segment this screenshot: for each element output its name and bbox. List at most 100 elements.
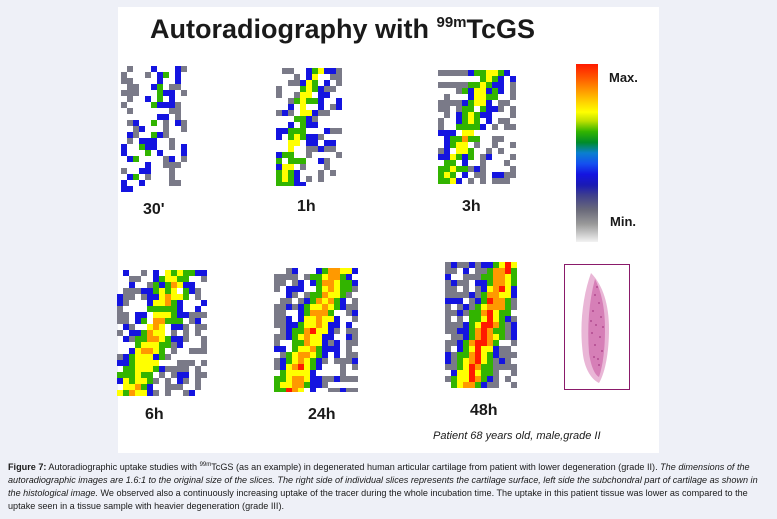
pixel-cell <box>195 378 201 384</box>
pixel-cell <box>195 306 201 312</box>
pixel-cell <box>493 334 499 340</box>
pixel-cell <box>288 146 294 152</box>
time-label-6h: 6h <box>145 406 164 423</box>
pixel-cell <box>298 376 304 382</box>
pixel-cell <box>463 358 469 364</box>
pixel-cell <box>318 92 324 98</box>
pixel-cell <box>175 162 181 168</box>
pixel-cell <box>288 68 294 74</box>
pixel-cell <box>469 358 475 364</box>
pixel-cell <box>463 376 469 382</box>
pixel-cell <box>462 70 468 76</box>
pixel-cell <box>280 304 286 310</box>
pixel-cell <box>183 390 189 396</box>
pixel-cell <box>330 74 336 80</box>
pixel-cell <box>304 376 310 382</box>
pixel-cell <box>159 318 165 324</box>
pixel-cell <box>322 298 328 304</box>
pixel-cell <box>177 306 183 312</box>
pixel-cell <box>165 300 171 306</box>
pixel-cell <box>450 82 456 88</box>
pixel-cell <box>123 384 129 390</box>
pixel-cell <box>298 298 304 304</box>
pixel-cell <box>123 270 129 276</box>
pixel-cell <box>499 364 505 370</box>
pixel-cell <box>487 340 493 346</box>
pixel-cell <box>300 116 306 122</box>
pixel-cell <box>469 364 475 370</box>
pixel-cell <box>328 340 334 346</box>
pixel-cell <box>486 88 492 94</box>
pixel-cell <box>139 180 145 186</box>
pixel-cell <box>511 370 517 376</box>
pixel-cell <box>510 112 516 118</box>
pixel-cell <box>147 288 153 294</box>
pixel-cell <box>486 112 492 118</box>
pixel-cell <box>141 330 147 336</box>
pixel-cell <box>505 292 511 298</box>
pixel-cell <box>304 274 310 280</box>
pixel-cell <box>330 86 336 92</box>
pixel-cell <box>306 74 312 80</box>
pixel-cell <box>511 316 517 322</box>
slice-3h <box>438 70 518 186</box>
pixel-cell <box>127 84 133 90</box>
pixel-cell <box>457 328 463 334</box>
pixel-cell <box>165 318 171 324</box>
pixel-cell <box>159 348 165 354</box>
pixel-cell <box>457 262 463 268</box>
pixel-cell <box>195 372 201 378</box>
pixel-cell <box>510 172 516 178</box>
pixel-cell <box>498 178 504 184</box>
pixel-cell <box>469 304 475 310</box>
pixel-cell <box>456 136 462 142</box>
pixel-cell <box>474 136 480 142</box>
pixel-cell <box>487 364 493 370</box>
pixel-cell <box>474 88 480 94</box>
pixel-cell <box>141 372 147 378</box>
pixel-cell <box>129 336 135 342</box>
pixel-cell <box>480 76 486 82</box>
pixel-cell <box>456 82 462 88</box>
pixel-cell <box>151 84 157 90</box>
pixel-cell <box>469 328 475 334</box>
pixel-cell <box>171 348 177 354</box>
pixel-cell <box>171 330 177 336</box>
pixel-cell <box>147 324 153 330</box>
pixel-cell <box>153 366 159 372</box>
pixel-cell <box>316 334 322 340</box>
pixel-cell <box>175 72 181 78</box>
pixel-cell <box>493 382 499 388</box>
pixel-cell <box>159 342 165 348</box>
pixel-cell <box>493 340 499 346</box>
pixel-cell <box>147 366 153 372</box>
pixel-cell <box>304 358 310 364</box>
pixel-cell <box>159 306 165 312</box>
slice-6h <box>117 270 209 396</box>
pixel-cell <box>129 282 135 288</box>
pixel-cell <box>183 288 189 294</box>
pixel-cell <box>318 134 324 140</box>
pixel-cell <box>451 340 457 346</box>
pixel-cell <box>322 274 328 280</box>
pixel-cell <box>334 328 340 334</box>
pixel-cell <box>121 186 127 192</box>
pixel-cell <box>117 378 123 384</box>
pixel-cell <box>487 382 493 388</box>
pixel-cell <box>486 70 492 76</box>
pixel-cell <box>129 378 135 384</box>
pixel-cell <box>123 378 129 384</box>
pixel-cell <box>498 118 504 124</box>
pixel-cell <box>123 300 129 306</box>
pixel-cell <box>322 280 328 286</box>
pixel-cell <box>510 76 516 82</box>
pixel-cell <box>292 268 298 274</box>
time-label-24h: 24h <box>308 406 336 423</box>
pixel-cell <box>306 110 312 116</box>
pixel-cell <box>451 352 457 358</box>
pixel-cell <box>171 324 177 330</box>
pixel-cell <box>123 354 129 360</box>
pixel-cell <box>328 328 334 334</box>
pixel-cell <box>462 136 468 142</box>
pixel-cell <box>294 92 300 98</box>
